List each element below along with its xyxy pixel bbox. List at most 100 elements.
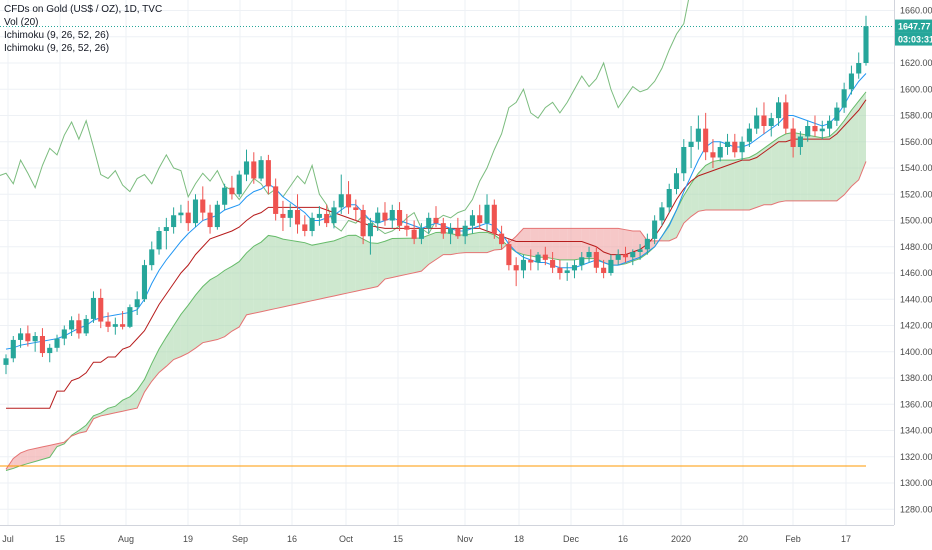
volume-indicator-label[interactable]: Vol (20) xyxy=(4,17,39,28)
candle-body xyxy=(469,215,475,226)
candle xyxy=(18,328,24,348)
cloud-segment xyxy=(341,235,349,295)
ichimoku-indicator-label[interactable]: Ichimoku (9, 26, 52, 26) xyxy=(4,30,110,41)
cloud-segment xyxy=(151,348,160,382)
last-price-badge xyxy=(895,19,932,33)
candle-body xyxy=(178,212,184,216)
cloud-segment xyxy=(78,425,87,434)
y-tick-label: 1280.00 xyxy=(900,504,932,514)
price-badges: 1647.77 03:03:31 xyxy=(895,19,932,46)
cloud-segment xyxy=(399,238,407,276)
ichimoku-cloud xyxy=(5,91,867,472)
candle-body xyxy=(695,128,701,142)
candle-body xyxy=(69,320,75,330)
cloud-segment xyxy=(727,160,735,210)
cloud-segment xyxy=(355,235,364,292)
candle-body xyxy=(338,194,344,208)
candle xyxy=(433,206,439,228)
cloud-segment xyxy=(567,228,575,260)
cloud-segment xyxy=(93,413,101,419)
horizontal-level xyxy=(0,26,894,467)
candle xyxy=(608,254,614,276)
cloud-segment xyxy=(290,240,298,306)
cloud-segment xyxy=(763,143,772,205)
candle xyxy=(76,313,82,339)
candle-body xyxy=(192,199,199,224)
candle xyxy=(141,259,148,302)
cloud-segment xyxy=(231,261,240,332)
candle xyxy=(542,246,548,266)
candle-body xyxy=(557,267,563,273)
symbol-title[interactable]: CFDs on Gold (US$ / OZ), 1D, TVC xyxy=(4,4,163,15)
candle-body xyxy=(141,265,148,300)
cloud-segment xyxy=(137,379,145,409)
cloud-segment xyxy=(589,228,597,259)
candle-body xyxy=(564,270,570,273)
candle xyxy=(397,202,403,231)
ichimoku-indicator-label-2[interactable]: Ichimoku (9, 26, 52, 26) xyxy=(4,43,110,54)
cloud-segment xyxy=(676,195,684,238)
cloud-segment xyxy=(173,314,181,360)
candle-body xyxy=(593,252,599,268)
candle-body xyxy=(768,118,774,126)
candle-body xyxy=(659,207,665,221)
cloud-segment xyxy=(20,450,28,466)
candle-body xyxy=(754,115,760,129)
candle xyxy=(280,200,286,231)
cloud-segment xyxy=(807,135,815,201)
candle xyxy=(717,141,723,162)
candle-body xyxy=(630,252,636,258)
candle-body xyxy=(834,107,840,121)
cloud-segment xyxy=(239,252,247,327)
candle xyxy=(105,312,111,333)
cloud-segment xyxy=(115,400,123,413)
cloud-segment xyxy=(210,275,218,342)
y-tick-label: 1500.00 xyxy=(900,216,932,226)
cloud-segment xyxy=(742,157,750,210)
candle xyxy=(192,194,199,228)
x-tick-label: 15 xyxy=(393,534,403,544)
cloud-segment xyxy=(523,228,531,256)
cloud-segment xyxy=(472,232,480,253)
candle-body xyxy=(353,207,359,210)
candle-body xyxy=(397,210,403,226)
cloud-segment xyxy=(851,101,859,187)
chikou-span xyxy=(0,0,689,235)
candle xyxy=(754,107,760,134)
grid xyxy=(0,0,894,525)
candle xyxy=(819,120,825,140)
cloud-segment xyxy=(683,183,692,224)
candle-body xyxy=(448,228,454,234)
candle xyxy=(622,246,629,263)
candle xyxy=(586,246,592,263)
candle xyxy=(367,217,373,255)
candle xyxy=(520,254,527,279)
senkou-span-b xyxy=(5,161,867,470)
x-tick-label: Sep xyxy=(232,534,248,544)
candle-body xyxy=(200,199,206,213)
candle-body xyxy=(703,128,709,153)
last-price-label: 1647.77 xyxy=(898,22,931,32)
cloud-segment xyxy=(457,234,466,254)
candle-body xyxy=(819,128,825,132)
y-tick-label: 1380.00 xyxy=(900,373,932,383)
candle-body xyxy=(18,333,24,340)
cloud-segment xyxy=(261,235,269,312)
y-tick-label: 1560.00 xyxy=(900,137,932,147)
candle xyxy=(178,204,184,224)
candle-body xyxy=(615,254,621,260)
cloud-segment xyxy=(224,266,232,337)
x-tick-label: Aug xyxy=(118,534,134,544)
cloud-segment xyxy=(465,233,473,253)
cloud-segment xyxy=(603,228,611,266)
candle-body xyxy=(673,173,680,189)
candle xyxy=(69,316,75,336)
candle xyxy=(601,259,607,279)
cloud-segment xyxy=(268,235,276,311)
cloud-segment xyxy=(100,408,109,416)
candle-body xyxy=(287,210,293,218)
cloud-segment xyxy=(312,243,320,301)
candle xyxy=(243,149,250,182)
candle xyxy=(462,220,468,245)
